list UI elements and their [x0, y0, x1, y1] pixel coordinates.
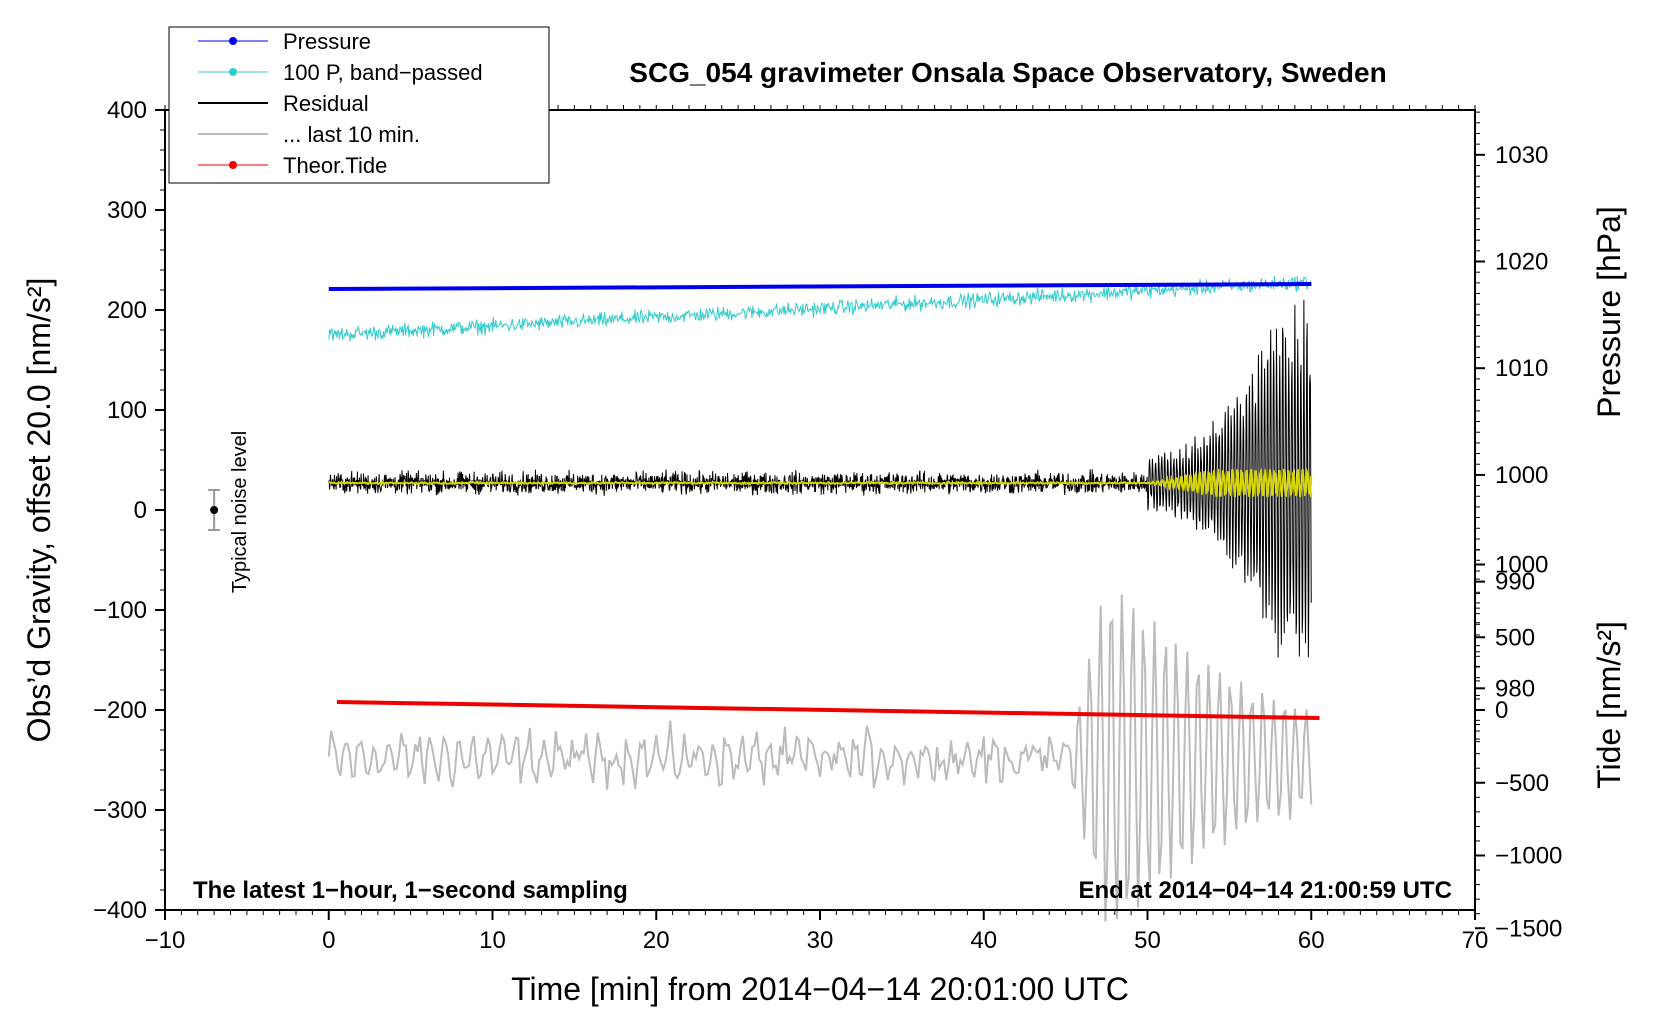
y-left-tick-label: −300: [93, 797, 147, 824]
noise-level-indicator: [208, 489, 221, 531]
tide-tick-label: 500: [1495, 624, 1535, 651]
legend-box: [168, 26, 550, 184]
series-line-residual-smoothed: [328, 467, 1313, 499]
y-left-tick-label: 0: [134, 497, 147, 524]
x-tick-label: 20: [643, 927, 670, 954]
x-axis-title: Time [min] from 2014−04−14 20:01:00 UTC: [511, 971, 1129, 1007]
tide-axis: 1000 500 0 −500 −1000 −1500: [1475, 549, 1562, 942]
x-tick-label: 0: [322, 927, 335, 954]
legend-label: 100 P, band−passed: [283, 60, 483, 85]
pressure-tick-label: 1010: [1495, 355, 1548, 382]
pressure-tick-label: 1030: [1495, 142, 1548, 169]
pressure-axis-title: Pressure [hPa]: [1591, 206, 1627, 418]
x-tick-label: 40: [970, 927, 997, 954]
series-line-bandpassed: [328, 275, 1312, 342]
x-tick-label: 10: [479, 927, 506, 954]
noise-center-dot: [210, 506, 219, 514]
legend-label: ... last 10 min.: [283, 122, 420, 147]
y-left-tick-label: −200: [93, 697, 147, 724]
tide-axis-title: Tide [nm/s²]: [1591, 621, 1627, 789]
y-left-axis: 400 300 200 100 0 −100 −200 −300 −400: [93, 97, 165, 924]
legend: Pressure 100 P, band−passed Residual ... la…: [168, 26, 550, 184]
pressure-tick-label: 990: [1495, 569, 1535, 596]
series-line-last-10-min: [327, 594, 1313, 922]
y-left-tick-label: 300: [107, 197, 147, 224]
y-left-tick-label: 100: [107, 397, 147, 424]
y-left-tick-label: 200: [107, 297, 147, 324]
series-line-theor-tide: [336, 700, 1320, 720]
annotation-right: End at 2014−04−14 21:00:59 UTC: [1078, 877, 1452, 904]
tide-tick-label: −1500: [1495, 915, 1562, 942]
y-left-tick-label: 400: [107, 97, 147, 124]
tide-tick-label: 0: [1495, 697, 1508, 724]
tide-tick-label: −500: [1495, 770, 1549, 797]
noise-level-label: Typical noise level: [229, 431, 251, 593]
pressure-tick-label: 1000: [1495, 462, 1548, 489]
annotation-left: The latest 1−hour, 1−second sampling: [193, 877, 628, 904]
y-left-axis-title: Obs’d Gravity, offset 20.0 [nm/s²]: [21, 278, 57, 743]
series-line-pressure: [328, 282, 1312, 291]
chart-title: SCG_054 gravimeter Onsala Space Observat…: [629, 57, 1386, 88]
series-line-residual: [328, 299, 1312, 658]
x-tick-label: 70: [1462, 927, 1489, 954]
x-tick-label: 30: [807, 927, 834, 954]
x-tick-label: 50: [1134, 927, 1161, 954]
tide-tick-label: −1000: [1495, 843, 1562, 870]
x-tick-label: 60: [1298, 927, 1325, 954]
tide-tick-label: 1000: [1495, 552, 1548, 579]
series-layer: [327, 275, 1320, 922]
x-tick-label: −10: [145, 927, 186, 954]
x-axis: −10 0 10 20 30 40 50 60 70: [145, 105, 1489, 954]
legend-swatch-dot: [229, 37, 237, 45]
y-left-tick-label: −400: [93, 897, 147, 924]
pressure-tick-label: 980: [1495, 675, 1535, 702]
y-left-tick-label: −100: [93, 597, 147, 624]
legend-label: Theor.Tide: [283, 153, 387, 178]
pressure-tick-label: 1020: [1495, 249, 1548, 276]
legend-label: Residual: [283, 91, 369, 116]
legend-label: Pressure: [283, 29, 371, 54]
legend-swatch-dot: [229, 161, 237, 169]
legend-swatch-dot: [229, 68, 237, 76]
